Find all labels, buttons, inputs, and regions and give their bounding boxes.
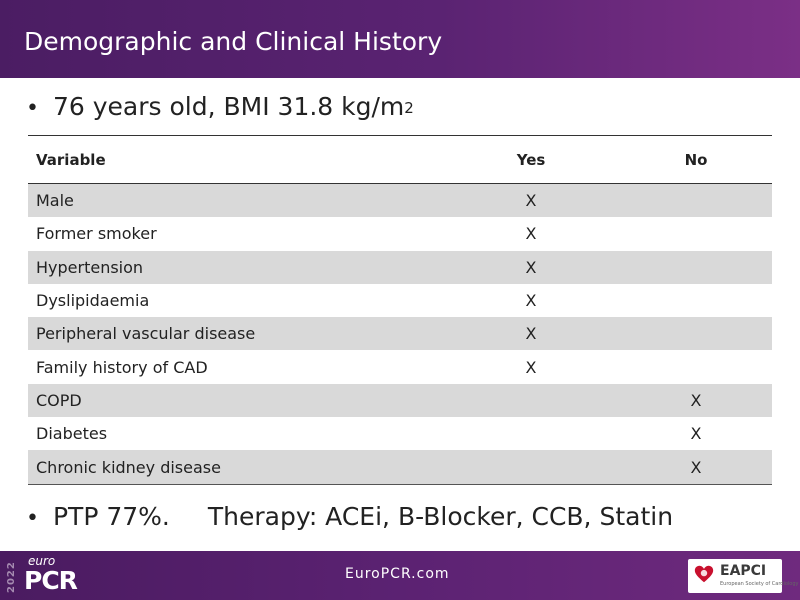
cell-yes: X xyxy=(456,250,620,284)
table-row: Chronic kidney disease X xyxy=(28,450,772,485)
cell-yes: X xyxy=(456,183,620,218)
eapci-name: EAPCI xyxy=(720,563,767,579)
bullet-age-bmi: • 76 years old, BMI 31.8 kg/m 2 xyxy=(26,92,414,121)
cell-variable: Dyslipidaemia xyxy=(36,291,150,311)
cell-no xyxy=(620,317,772,351)
cell-yes: X xyxy=(456,317,620,351)
bullet-age-bmi-text: 76 years old, BMI 31.8 kg/m xyxy=(52,92,405,121)
cell-variable: Chronic kidney disease xyxy=(28,450,456,485)
cell-no xyxy=(620,350,772,383)
footer-url[interactable]: EuroPCR.com xyxy=(345,566,450,582)
table-row: Peripheral vascular disease X xyxy=(28,317,772,351)
eapci-logo: EAPCI European Society of Cardiology xyxy=(688,559,799,593)
header-variable: Variable xyxy=(28,135,456,184)
table-row: Family history of CAD X xyxy=(28,350,772,383)
table-row: Hypertension X xyxy=(28,250,772,284)
bullet-dot: • xyxy=(26,506,39,531)
table-row: Diabetes X xyxy=(28,417,772,450)
footer-bar: 2022 euro PCR EuroPCR.com xyxy=(0,551,800,600)
title-bar: Demographic and Clinical History xyxy=(0,0,800,78)
header-no: No xyxy=(620,135,772,184)
cell-no xyxy=(620,217,772,250)
cell-variable: Diabetes xyxy=(36,424,108,444)
bullet-ptp-therapy: • PTP 77%. Therapy: ACEi, B-Blocker, CCB… xyxy=(26,502,673,531)
table-row: Dyslipidaemia X xyxy=(28,284,772,317)
cell-no: X xyxy=(690,424,702,444)
table-header-row: Variable Yes No xyxy=(28,135,772,184)
header-yes: Yes xyxy=(456,135,620,184)
cell-variable: Hypertension xyxy=(28,250,456,284)
europcr-logo-year: 2022 xyxy=(6,561,17,593)
cell-variable: Family history of CAD xyxy=(36,357,208,377)
europcr-logo-pcr: PCR xyxy=(24,566,78,595)
cell-variable: Male xyxy=(28,183,456,218)
cell-no: X xyxy=(620,450,772,485)
cell-yes: X xyxy=(525,224,537,244)
cell-variable: COPD xyxy=(28,383,456,418)
table-row: Former smoker X xyxy=(28,217,772,250)
cell-yes xyxy=(456,383,620,418)
table-row: COPD X xyxy=(28,383,772,418)
cell-no xyxy=(620,250,772,284)
europcr-logo-euro: euro xyxy=(28,554,56,568)
cell-variable: Peripheral vascular disease xyxy=(28,317,456,351)
cell-yes xyxy=(456,417,620,450)
cell-yes xyxy=(456,450,620,485)
cell-yes: X xyxy=(525,357,537,377)
therapy-text: Therapy: ACEi, B-Blocker, CCB, Statin xyxy=(207,502,674,531)
bmi-superscript: 2 xyxy=(404,99,414,117)
cell-no xyxy=(620,284,772,317)
cell-yes: X xyxy=(525,291,537,311)
table-row: Male X xyxy=(28,183,772,218)
eapci-subtitle: European Society of Cardiology xyxy=(720,581,799,587)
cell-no xyxy=(620,183,772,218)
cell-no: X xyxy=(620,383,772,418)
heart-icon xyxy=(694,565,714,583)
slide-title: Demographic and Clinical History xyxy=(24,27,443,56)
cell-variable: Former smoker xyxy=(36,224,157,244)
ptp-text: PTP 77%. xyxy=(52,502,170,531)
clinical-history-table: Variable Yes No Male X Former smoker X H… xyxy=(28,135,772,485)
bullet-dot: • xyxy=(26,96,39,121)
